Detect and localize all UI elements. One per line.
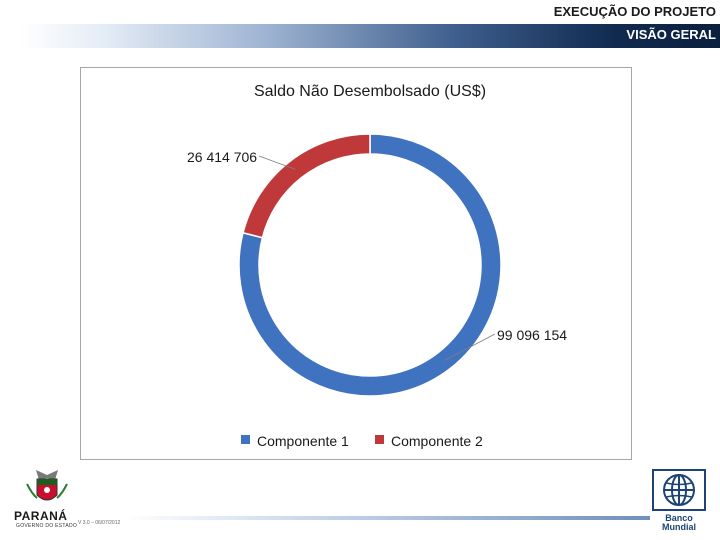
slices-group (238, 133, 502, 397)
leader-line-0 (444, 333, 496, 361)
slice-componente-2 (242, 133, 371, 239)
data-label-componente-2: 26 414 706 (187, 149, 257, 165)
parana-logo: PARANÁ GOVERNO DO ESTADO (14, 468, 90, 532)
parana-logo-name: PARANÁ (14, 509, 68, 523)
legend: Componente 1 Componente 2 (241, 433, 483, 449)
header-band (20, 24, 720, 48)
data-label-componente-1: 99 096 154 (497, 327, 567, 343)
legend-swatch-componente-2 (375, 435, 384, 444)
legend-swatch-componente-1 (241, 435, 250, 444)
legend-label-componente-1: Componente 1 (257, 433, 349, 449)
parana-logo-subtitle: GOVERNO DO ESTADO (16, 523, 78, 529)
banco-mundial-logo: Banco Mundial (652, 469, 706, 533)
slice-componente-1 (238, 133, 502, 397)
version-text: V 3.0 – 06/07/2012 (78, 520, 121, 526)
bm-logo-name-line1: Banco (665, 513, 693, 523)
chart-frame: Saldo Não Desembolsado (US$) 99 096 154 … (80, 67, 632, 460)
bm-logo-name-line2: Mundial (662, 522, 696, 532)
bm-globe-box (652, 469, 706, 511)
chart-title: Saldo Não Desembolsado (US$) (254, 83, 486, 100)
globe-icon (663, 474, 695, 506)
header-title: EXECUÇÃO DO PROJETO (553, 4, 716, 19)
coat-of-arms-icon (26, 470, 68, 501)
doughnut-chart: Saldo Não Desembolsado (US$) 99 096 154 … (187, 83, 567, 449)
footer-line (122, 516, 650, 520)
leader-line-1 (258, 155, 296, 170)
header-subtitle: VISÃO GERAL (626, 27, 716, 42)
leader-lines-group (258, 155, 496, 361)
legend-label-componente-2: Componente 2 (391, 433, 483, 449)
